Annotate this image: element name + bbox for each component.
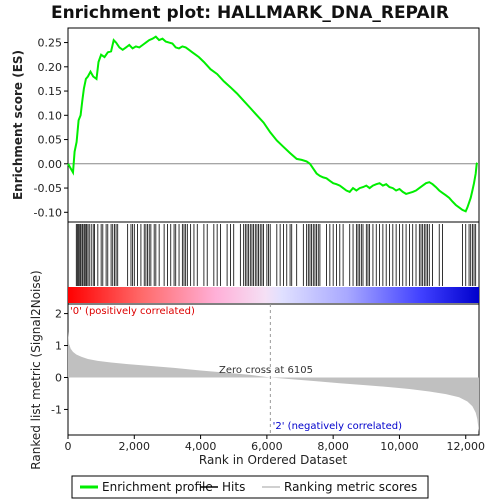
- x-axis: 0 2,000 4,000 6,000 8,000 10,000 12,000: [65, 435, 485, 453]
- x-tick-label: 8,000: [317, 440, 349, 453]
- ranked-y-axis: -1 0 1 2: [51, 308, 68, 416]
- ranked-y-tick-label: -1: [51, 403, 62, 416]
- es-y-axis-title: Enrichment score (ES): [11, 50, 25, 200]
- legend-label-hits: Hits: [222, 480, 245, 494]
- es-y-tick-label: 0.25: [38, 37, 63, 50]
- enrichment-profile-line: [67, 35, 479, 213]
- ranked-y-tick-label: 0: [55, 371, 62, 384]
- x-tick-label: 10,000: [380, 440, 419, 453]
- x-tick-label: 2,000: [119, 440, 151, 453]
- hits-panel: [67, 221, 480, 305]
- es-y-tick-label: 0.10: [38, 109, 63, 122]
- x-axis-title: Rank in Ordered Dataset: [199, 453, 347, 467]
- ranked-y-tick-label: 1: [55, 340, 62, 353]
- x-tick-label: 12,000: [446, 440, 485, 453]
- ranked-y-tick-label: 2: [55, 308, 62, 321]
- legend-label-ranking: Ranking metric scores: [284, 480, 417, 494]
- chart-title: Enrichment plot: HALLMARK_DNA_REPAIR: [51, 3, 449, 23]
- es-y-tick-label: 0.00: [38, 158, 63, 171]
- ranked-panel: -1 0 1 2 '0' (positively correlated) Zero c…: [29, 270, 480, 470]
- x-tick-label: 6,000: [251, 440, 283, 453]
- negative-correlation-label: '2' (negatively correlated): [273, 421, 402, 432]
- legend-label-enrichment: Enrichment profile: [102, 480, 213, 494]
- es-y-axis: -0.10 -0.05 0.00 0.05 0.10 0.15 0.20 0.25: [34, 37, 68, 219]
- legend: Enrichment profile Hits Ranking metric s…: [71, 475, 429, 499]
- es-panel: -0.10 -0.05 0.00 0.05 0.10 0.15 0.20 0.25 Enric…: [11, 27, 480, 223]
- hit-lines: [75, 224, 477, 286]
- positive-correlation-label: '0' (positively correlated): [70, 306, 195, 317]
- ranked-y-axis-title: Ranked list metric (Signal2Noise): [29, 270, 43, 469]
- es-y-tick-label: 0.20: [38, 61, 63, 74]
- es-y-tick-label: 0.05: [38, 134, 63, 147]
- x-tick-label: 0: [65, 440, 72, 453]
- rank-heat-bar: [68, 287, 479, 303]
- es-y-tick-label: 0.15: [38, 85, 63, 98]
- es-panel-frame: [67, 27, 480, 223]
- es-y-tick-label: -0.10: [34, 206, 62, 219]
- legend-box: [71, 475, 429, 499]
- ranked-metric-area: [68, 331, 479, 432]
- zero-cross-label: Zero cross at 6105: [219, 365, 313, 376]
- x-tick-label: 4,000: [185, 440, 217, 453]
- es-y-tick-label: -0.05: [34, 182, 62, 195]
